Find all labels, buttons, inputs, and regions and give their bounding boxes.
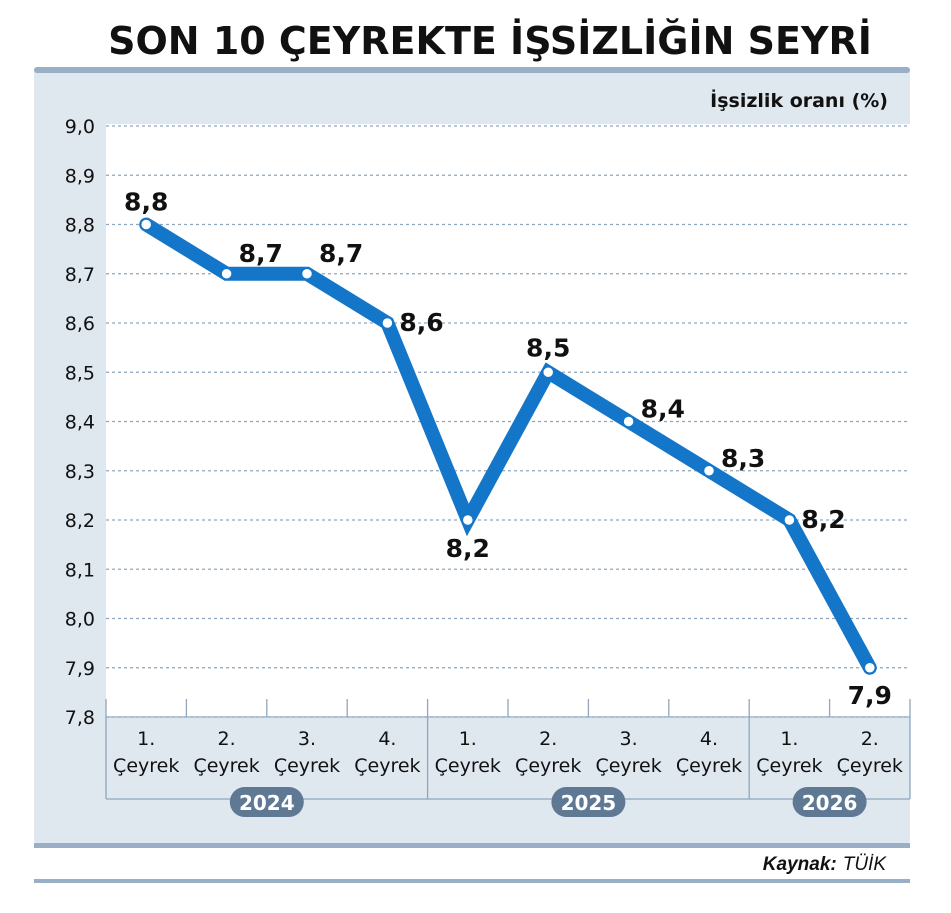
data-point [461,513,475,527]
data-labels: 8,8 8,7 8,7 8,6 8,2 8,5 8,4 8,3 8,2 7,9 [124,188,892,710]
y-tick-label: 8,5 [65,362,95,384]
x-tick-number: 1. [780,728,798,750]
year-pill [229,787,304,817]
data-label: 8,7 [319,239,363,268]
data-label: 8,2 [801,505,845,534]
data-point [220,267,233,280]
data-label: 7,9 [848,681,892,710]
y-tick-label: 8,7 [65,264,95,286]
x-tick-number: 1. [137,728,155,750]
data-label: 8,8 [124,188,168,217]
source-prefix: Kaynak: [763,854,837,875]
data-point [139,218,153,231]
data-point [783,513,796,527]
x-tick-number: 2. [861,728,879,750]
series-line [139,217,877,675]
panel-bottom-border [34,843,910,848]
x-tick-word: Çeyrek [113,755,179,777]
x-tick-word: Çeyrek [515,755,581,777]
x-tick-word: Çeyrek [274,755,340,777]
footer-rule [34,879,910,883]
x-tick-number: 3. [298,728,316,750]
x-tick-number: 2. [539,728,557,750]
data-label: 8,4 [641,395,685,424]
data-label: 8,2 [446,534,490,563]
y-tick-label: 8,4 [65,412,95,434]
data-point [300,267,314,280]
y-tick-label: 8,6 [65,313,95,335]
data-point [622,415,635,428]
y-tick-label: 8,3 [65,461,95,483]
source-line: Kaynak: TÜİK [763,854,888,875]
x-tick-number: 4. [700,728,718,750]
data-label: 8,3 [721,444,765,473]
x-tick-number: 2. [218,728,236,750]
x-tick-word: Çeyrek [193,755,259,777]
data-point [702,464,716,477]
x-tick-word: Çeyrek [676,755,742,777]
x-tick-number: 1. [459,728,477,750]
y-axis-ticks: 9,0 8,9 8,8 8,7 8,6 8,5 8,4 8,3 8,2 8,1 8,0 7,9 7,8 [65,116,95,729]
x-tick-number: 4. [378,728,396,750]
year-label: 2024 [239,791,295,815]
source-name: TÜİK [843,854,888,875]
y-axis-unit-label: İşsizlik oranı (%) [710,88,888,112]
x-tick-word: Çeyrek [595,755,661,777]
year-pill [792,787,867,817]
year-pill [551,787,626,817]
x-tick-word: Çeyrek [837,755,903,777]
y-tick-label: 9,0 [65,116,95,138]
x-tick-number: 3. [620,728,638,750]
data-label: 8,7 [239,239,283,268]
year-label: 2026 [802,791,858,815]
y-tick-label: 7,9 [65,658,95,680]
y-tick-label: 8,2 [65,510,95,532]
data-label: 8,5 [526,333,570,362]
data-point [381,316,394,330]
y-tick-label: 8,1 [65,559,95,581]
data-point [541,366,555,379]
x-tick-word: Çeyrek [756,755,822,777]
year-label: 2025 [561,791,617,815]
data-label: 8,6 [399,308,443,337]
y-tick-label: 8,9 [65,165,95,187]
x-tick-word: Çeyrek [435,755,501,777]
chart-title: SON 10 ÇEYREKTE İŞSİZLİĞİN SEYRİ [108,19,872,63]
y-tick-label: 8,8 [65,215,95,237]
data-point [863,661,877,674]
panel-top-border [34,67,910,73]
x-tick-word: Çeyrek [354,755,420,777]
series-unemployment-rate [139,217,877,675]
x-axis: 1. Çeyrek 2. Çeyrek 3. Çeyrek 4. Çeyrek 1. Çeyrek… [105,699,911,817]
y-tick-label: 7,8 [65,707,95,729]
y-tick-label: 8,0 [65,609,95,631]
